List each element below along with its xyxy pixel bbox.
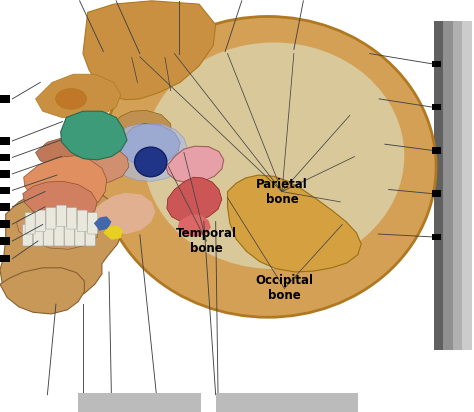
Bar [453,21,462,350]
FancyBboxPatch shape [23,225,33,246]
Bar [443,21,453,350]
Polygon shape [92,193,155,234]
Polygon shape [167,177,222,222]
Polygon shape [36,138,81,166]
Bar [0,237,10,245]
Bar [0,187,10,194]
FancyBboxPatch shape [75,225,85,246]
FancyBboxPatch shape [64,225,74,246]
Polygon shape [83,1,216,100]
Polygon shape [66,145,129,183]
Polygon shape [103,226,123,240]
Bar [0,95,10,103]
Bar [0,220,10,228]
FancyBboxPatch shape [77,210,87,232]
Bar [0,137,10,145]
FancyBboxPatch shape [44,225,54,246]
Bar [78,393,201,412]
Bar [0,170,10,178]
Bar [432,147,441,154]
Bar [434,21,443,350]
Polygon shape [23,181,97,220]
FancyBboxPatch shape [56,205,66,227]
Polygon shape [94,216,111,231]
Ellipse shape [100,16,436,317]
Bar [0,203,10,211]
Polygon shape [178,214,211,237]
FancyBboxPatch shape [54,225,64,246]
Ellipse shape [55,89,86,109]
Polygon shape [111,110,172,149]
Text: Temporal
bone: Temporal bone [176,227,237,255]
Bar [432,104,441,110]
Polygon shape [0,268,84,314]
Bar [432,234,441,240]
FancyBboxPatch shape [67,208,77,229]
Ellipse shape [135,147,167,177]
Polygon shape [108,124,187,181]
FancyBboxPatch shape [25,213,35,234]
Ellipse shape [144,42,404,269]
Bar [432,61,441,67]
Bar [432,190,441,197]
Polygon shape [36,74,121,119]
Text: Occipital
bone: Occipital bone [255,274,313,302]
FancyBboxPatch shape [46,208,56,229]
Text: Parietal
bone: Parietal bone [256,178,308,206]
Polygon shape [118,124,180,165]
Bar [0,255,10,262]
Bar [462,21,472,350]
Bar [0,154,10,161]
Polygon shape [17,207,99,249]
FancyBboxPatch shape [36,210,46,232]
Polygon shape [166,146,224,183]
FancyBboxPatch shape [33,225,43,246]
FancyBboxPatch shape [85,225,95,246]
Polygon shape [24,156,107,213]
Polygon shape [0,186,123,304]
Polygon shape [61,111,127,160]
Bar [216,393,358,412]
Polygon shape [228,175,361,272]
FancyBboxPatch shape [88,213,98,234]
